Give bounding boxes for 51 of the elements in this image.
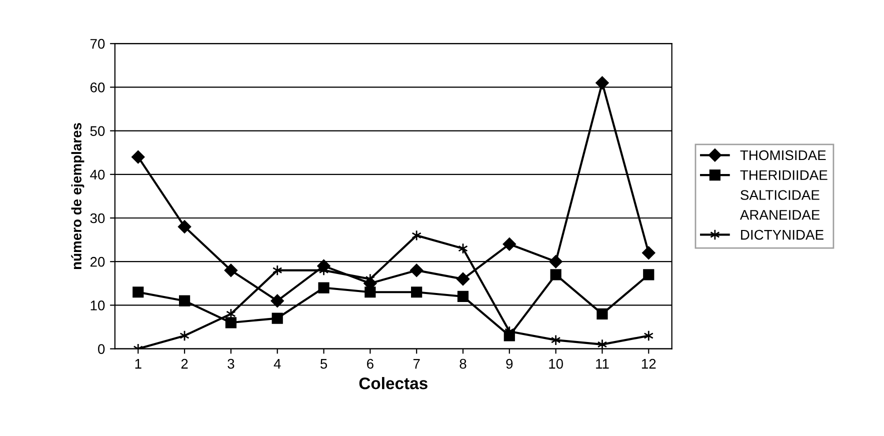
- x-tick-label: 1: [135, 359, 142, 369]
- x-tick-label: 5: [320, 359, 328, 369]
- point: [642, 246, 656, 260]
- y-tick-label: 60: [90, 82, 105, 92]
- point: [132, 286, 144, 298]
- y-axis-title: número de ejemplares: [71, 123, 84, 269]
- y-tick-label: 70: [90, 38, 105, 49]
- point: [596, 76, 609, 90]
- point: [412, 230, 422, 241]
- point: [456, 272, 470, 286]
- legend-label: DICTYNIDAE: [741, 230, 824, 240]
- point: [643, 269, 654, 280]
- point: [550, 334, 561, 346]
- point: [224, 264, 238, 277]
- y-tick-label: 10: [90, 300, 105, 310]
- x-tick-label: 12: [642, 358, 656, 369]
- point: [178, 220, 192, 234]
- y-tick-label: 50: [90, 126, 105, 136]
- point: [178, 295, 190, 306]
- x-tick-label: 4: [274, 359, 281, 369]
- x-tick-label: 6: [367, 358, 374, 369]
- point: [132, 150, 145, 164]
- point: [270, 294, 284, 308]
- x-tick-label: 8: [460, 358, 466, 369]
- x-axis-title: Colectas: [359, 377, 428, 390]
- point: [597, 338, 608, 349]
- x-tick-label: 2: [181, 358, 188, 369]
- point: [318, 282, 330, 294]
- text: ARANEIDAE: [740, 210, 820, 220]
- y-tick-label: 30: [90, 213, 105, 224]
- point: [550, 269, 562, 280]
- x-tick-label: 9: [506, 358, 513, 369]
- text: SALTICIDAE: [740, 190, 820, 200]
- point: [596, 308, 608, 320]
- point: [502, 238, 516, 251]
- point: [457, 290, 469, 302]
- point: [364, 286, 376, 298]
- x-tick-label: 7: [413, 359, 420, 369]
- point: [225, 317, 236, 328]
- point: [272, 312, 283, 324]
- legend-label: THERIDIIDAE: [740, 170, 828, 180]
- point: [549, 255, 562, 268]
- y-tick-label: 0: [98, 344, 105, 354]
- legend-label: THOMISIDAE: [740, 150, 826, 160]
- point: [410, 264, 424, 277]
- x-tick-label: 11: [596, 359, 609, 369]
- x-tick-label: 3: [228, 358, 234, 369]
- point: [411, 286, 422, 298]
- y-tick-label: 40: [90, 170, 105, 180]
- x-tick-label: 10: [549, 358, 563, 369]
- y-tick-label: 20: [90, 256, 105, 267]
